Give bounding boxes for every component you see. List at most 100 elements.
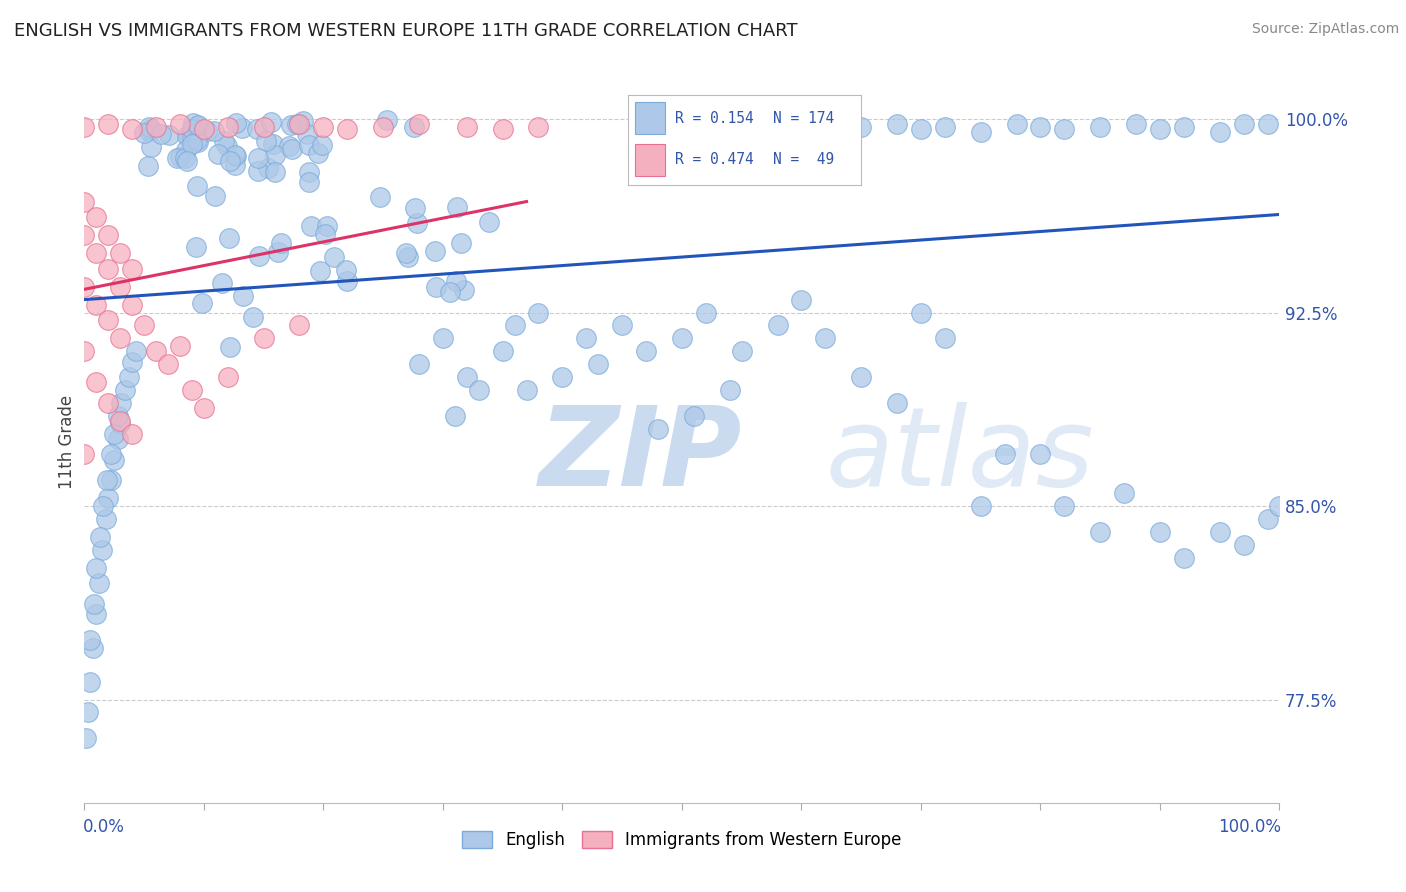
Point bbox=[83, 597, 105, 611]
Point bbox=[219, 153, 242, 168]
Point bbox=[73, 344, 96, 359]
Point bbox=[280, 118, 302, 132]
Point bbox=[336, 274, 359, 288]
Point bbox=[671, 331, 693, 345]
Point bbox=[910, 122, 932, 136]
Point bbox=[260, 115, 283, 129]
Point bbox=[93, 499, 115, 513]
Point bbox=[790, 293, 813, 307]
Point bbox=[87, 576, 110, 591]
Point bbox=[315, 219, 337, 234]
Point bbox=[253, 331, 276, 345]
Point bbox=[169, 150, 191, 164]
Point bbox=[181, 122, 204, 136]
Point bbox=[647, 422, 669, 436]
Point bbox=[405, 216, 427, 230]
Point bbox=[790, 125, 813, 139]
Point bbox=[814, 331, 837, 345]
Y-axis label: 11th Grade: 11th Grade bbox=[58, 394, 76, 489]
Point bbox=[121, 122, 143, 136]
Point bbox=[121, 298, 143, 312]
Point bbox=[138, 120, 160, 135]
Point bbox=[453, 283, 475, 297]
Point bbox=[766, 318, 789, 333]
Point bbox=[141, 140, 163, 154]
Point bbox=[82, 640, 104, 655]
Point bbox=[336, 122, 359, 136]
Point bbox=[375, 113, 398, 128]
Point bbox=[97, 491, 120, 506]
Point bbox=[225, 116, 247, 130]
Legend: English, Immigrants from Western Europe: English, Immigrants from Western Europe bbox=[456, 824, 908, 856]
Text: atlas: atlas bbox=[825, 402, 1094, 509]
Point bbox=[814, 117, 837, 131]
Point bbox=[187, 119, 209, 133]
Point bbox=[232, 289, 254, 303]
Point bbox=[97, 313, 120, 327]
Point bbox=[100, 473, 122, 487]
Point bbox=[312, 120, 335, 134]
Point bbox=[181, 116, 204, 130]
Point bbox=[242, 310, 264, 325]
Point bbox=[910, 305, 932, 319]
Point bbox=[423, 244, 446, 259]
Point bbox=[1233, 117, 1256, 131]
Point bbox=[139, 122, 162, 136]
Point bbox=[503, 318, 526, 333]
Point bbox=[195, 124, 218, 138]
Point bbox=[180, 129, 202, 144]
Point bbox=[218, 231, 240, 245]
Point bbox=[396, 250, 419, 264]
Point bbox=[288, 318, 311, 333]
Point bbox=[970, 499, 993, 513]
Point bbox=[285, 117, 308, 131]
Point bbox=[683, 409, 706, 423]
Point bbox=[264, 165, 287, 179]
Point bbox=[527, 120, 550, 134]
Point bbox=[851, 370, 873, 384]
Point bbox=[298, 165, 321, 179]
Point bbox=[394, 246, 416, 260]
Point bbox=[295, 127, 318, 141]
Point bbox=[450, 235, 472, 250]
Point bbox=[478, 215, 501, 229]
Point bbox=[299, 219, 322, 233]
Point bbox=[121, 426, 143, 441]
Point bbox=[1209, 524, 1232, 539]
Point bbox=[75, 731, 97, 746]
Point bbox=[994, 447, 1017, 461]
Point bbox=[207, 147, 229, 161]
Point bbox=[86, 375, 108, 389]
Point bbox=[886, 117, 908, 131]
Point bbox=[97, 261, 120, 276]
Point bbox=[718, 383, 741, 397]
Point bbox=[176, 153, 198, 168]
Point bbox=[138, 123, 160, 137]
Point bbox=[166, 152, 188, 166]
Point bbox=[110, 417, 132, 431]
Point bbox=[174, 151, 197, 165]
Point bbox=[292, 114, 315, 128]
Point bbox=[174, 143, 197, 157]
Point bbox=[404, 202, 426, 216]
Point bbox=[575, 331, 598, 345]
Point bbox=[263, 148, 285, 162]
Point bbox=[468, 383, 491, 397]
Point bbox=[1149, 122, 1171, 136]
Point bbox=[298, 137, 321, 152]
Point bbox=[86, 246, 108, 260]
Point bbox=[187, 135, 209, 149]
Point bbox=[224, 158, 246, 172]
Point bbox=[181, 137, 204, 152]
Point bbox=[211, 276, 233, 290]
Point bbox=[335, 263, 357, 277]
Point bbox=[970, 125, 993, 139]
Point bbox=[731, 344, 754, 359]
Point bbox=[446, 200, 468, 214]
Point bbox=[186, 179, 208, 194]
Point bbox=[86, 607, 108, 622]
Point bbox=[267, 245, 290, 260]
Point bbox=[149, 128, 172, 142]
Point bbox=[187, 118, 209, 132]
Point bbox=[225, 149, 247, 163]
